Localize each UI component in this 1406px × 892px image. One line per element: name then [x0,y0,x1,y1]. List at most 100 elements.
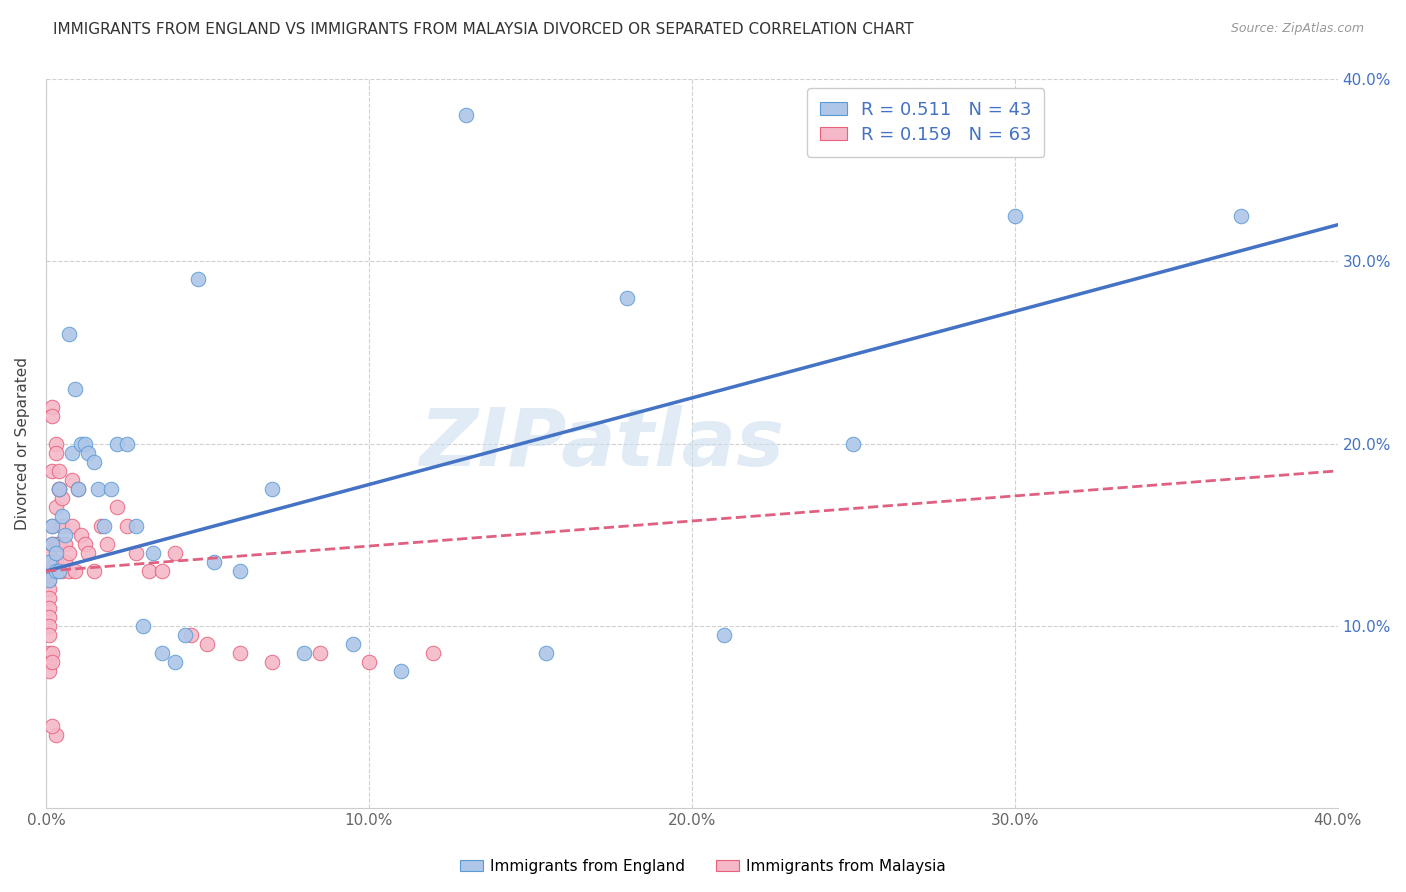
Point [45,445,67,459]
Point [67,482,90,496]
Point [45,537,67,551]
Point [1004,209,1026,223]
Point [165,655,187,669]
Point [150,564,173,578]
Point [1229,209,1251,223]
Point [48,537,70,551]
Point [45,546,67,560]
Point [70,527,93,541]
Point [38,591,60,606]
Point [38,609,60,624]
Point [60,518,83,533]
Point [202,555,225,569]
Text: Source: ZipAtlas.com: Source: ZipAtlas.com [1230,22,1364,36]
Y-axis label: Divorced or Separated: Divorced or Separated [15,357,30,530]
Point [58,327,80,342]
Point [38,600,60,615]
Text: ZIPatlas: ZIPatlas [419,405,785,483]
Point [309,646,332,660]
Point [70,436,93,450]
Point [187,272,209,286]
Point [67,482,90,496]
Point [38,555,60,569]
Point [173,628,195,642]
Point [41,518,63,533]
Point [53,537,76,551]
Legend: R = 0.511   N = 43, R = 0.159   N = 63: R = 0.511 N = 43, R = 0.159 N = 63 [807,88,1045,156]
Point [48,464,70,478]
Point [53,527,76,541]
Point [90,518,112,533]
Point [58,546,80,560]
Point [38,655,60,669]
Point [260,482,283,496]
Point [51,564,73,578]
Point [842,436,865,450]
Point [197,637,219,651]
Point [53,555,76,569]
Point [77,445,100,459]
Point [38,555,60,569]
Point [41,719,63,733]
Point [51,518,73,533]
Point [150,646,173,660]
Point [389,665,412,679]
Point [38,573,60,587]
Point [73,436,96,450]
Point [115,518,138,533]
Point [41,537,63,551]
Point [38,628,60,642]
Point [105,500,128,515]
Point [48,482,70,496]
Text: IMMIGRANTS FROM ENGLAND VS IMMIGRANTS FROM MALAYSIA DIVORCED OR SEPARATED CORREL: IMMIGRANTS FROM ENGLAND VS IMMIGRANTS FR… [53,22,914,37]
Point [141,546,163,560]
Point [83,564,105,578]
Point [180,628,202,642]
Point [51,509,73,524]
Point [41,409,63,424]
Point [48,482,70,496]
Point [125,546,148,560]
Point [73,537,96,551]
Point [45,728,67,742]
Point [60,473,83,487]
Point [228,646,250,660]
Point [292,646,315,660]
Point [51,491,73,506]
Point [45,564,67,578]
Point [100,482,122,496]
Point [45,436,67,450]
Point [96,537,118,551]
Point [38,564,60,578]
Point [63,564,86,578]
Point [38,665,60,679]
Point [38,582,60,597]
Point [41,655,63,669]
Point [342,637,364,651]
Point [86,482,108,496]
Point [45,555,67,569]
Point [41,537,63,551]
Point [105,436,128,450]
Point [93,518,115,533]
Point [38,573,60,587]
Point [454,108,477,122]
Point [260,655,283,669]
Point [60,445,83,459]
Point [77,546,100,560]
Legend: Immigrants from England, Immigrants from Malaysia: Immigrants from England, Immigrants from… [454,853,952,880]
Point [41,564,63,578]
Point [132,619,155,633]
Point [357,655,380,669]
Point [38,546,60,560]
Point [422,646,444,660]
Point [165,546,187,560]
Point [228,564,250,578]
Point [616,291,638,305]
Point [536,646,558,660]
Point [38,619,60,633]
Point [48,564,70,578]
Point [138,564,160,578]
Point [41,646,63,660]
Point [58,564,80,578]
